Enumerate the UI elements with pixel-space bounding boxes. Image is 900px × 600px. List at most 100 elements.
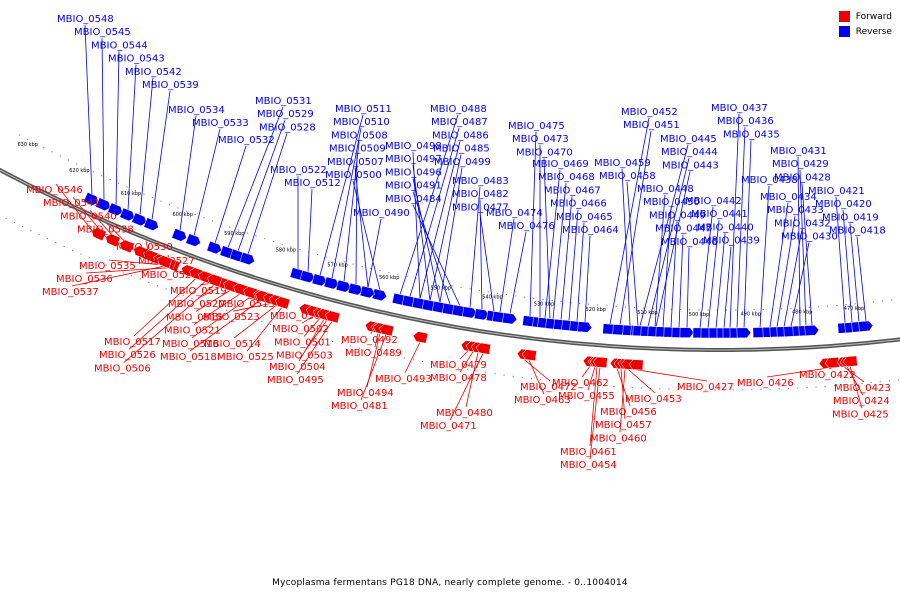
legend-reverse[interactable]: Reverse [838,24,892,39]
gene-arrow [157,255,173,269]
gene-arrow [858,320,874,333]
forward-gene-mbio-0481[interactable]: MBIO_0481 [331,323,395,412]
reverse-gene-mbio-0490[interactable]: MBIO_0490 [353,208,410,299]
gene-arrow [119,207,135,222]
gene-label: MBIO_0546 [26,185,83,196]
reverse-gene-mbio-0544[interactable]: MBIO_0544 [91,40,148,217]
reverse-gene-mbio-0511[interactable]: MBIO_0511 [311,104,392,287]
reverse-gene-mbio-0548[interactable]: MBIO_0548 [57,14,114,207]
reverse-gene-mbio-0509[interactable]: MBIO_0509 [329,144,386,297]
gene-label: MBIO_0530 [116,242,173,253]
legend-forward-label: Forward [855,11,892,22]
forward-gene-mbio-0454[interactable]: MBIO_0454 [560,356,617,472]
reverse-gene-mbio-0428[interactable]: MBIO_0428 [774,172,831,336]
gene-label: MBIO_0524 [141,270,198,281]
reverse-gene-mbio-0542[interactable]: MBIO_0542 [125,67,182,228]
reverse-gene-mbio-0496[interactable]: MBIO_0496 [385,167,448,314]
gene-label: MBIO_0539 [142,80,199,91]
reverse-gene-mbio-0500[interactable]: MBIO_0500 [325,170,388,302]
reverse-gene-mbio-0545[interactable]: MBIO_0545 [74,27,131,212]
reverse-swatch [838,26,850,37]
reverse-gene-mbio-0510[interactable]: MBIO_0510 [323,117,390,290]
reverse-gene-mbio-0482[interactable]: MBIO_0482 [452,189,509,321]
reverse-gene-mbio-0446[interactable]: MBIO_0446 [661,237,718,338]
gene-label: MBIO_0447 [655,224,712,235]
gene-label: MBIO_0490 [353,208,410,219]
reverse-gene-mbio-0534[interactable]: MBIO_0534 [168,105,225,243]
gene-label: MBIO_0482 [452,189,509,200]
gene-label: MBIO_0488 [430,104,487,115]
forward-gene-mbio-0424[interactable]: MBIO_0424 [833,355,890,407]
gene-label: MBIO_0426 [737,378,794,389]
forward-gene-layer: MBIO_0546 MBIO_0541 MBIO_0540 MBIO_0538 MBIO… [26,183,891,472]
reverse-gene-mbio-0508[interactable]: MBIO_0508 [331,130,388,293]
reverse-gene-mbio-0539[interactable]: MBIO_0539 [142,80,199,232]
gene-label: MBIO_0531 [255,96,312,107]
gene-label: MBIO_0459 [594,158,651,169]
gene-label: MBIO_0489 [345,348,402,359]
gene-arrow [371,288,388,302]
scale-tick-label: 530 kbp [534,302,554,308]
forward-gene-mbio-0422[interactable]: MBIO_0422 [799,357,856,381]
gene-label: MBIO_0509 [329,144,386,155]
reverse-gene-mbio-0476[interactable]: MBIO_0476 [498,221,555,325]
gene-label: MBIO_0473 [512,134,569,145]
gene-label: MBIO_0438 [741,175,798,186]
gene-label: MBIO_0430 [781,232,838,243]
reverse-gene-mbio-0464[interactable]: MBIO_0464 [562,225,619,333]
reverse-gene-mbio-0418[interactable]: MBIO_0418 [829,226,886,333]
gene-arrow [502,312,518,325]
forward-gene-mbio-0506[interactable]: MBIO_0506 [94,273,223,375]
forward-gene-mbio-0425[interactable]: MBIO_0425 [832,355,889,421]
legend: Forward Reverse [838,9,892,39]
forward-gene-mbio-0495[interactable]: MBIO_0495 [267,310,341,386]
gene-label: MBIO_0442 [685,196,742,207]
gene-label: MBIO_0499 [434,157,491,168]
gene-arrow [592,356,608,369]
reverse-gene-mbio-0435[interactable]: MBIO_0435 [723,129,780,339]
gene-label: MBIO_0474 [486,208,543,219]
gene-label: MBIO_0495 [267,375,324,386]
gene-arrow [359,285,376,299]
gene-label: MBIO_0418 [829,226,886,237]
reverse-gene-mbio-0533[interactable]: MBIO_0533 [185,118,249,248]
genome-axis-layer [0,134,900,391]
gene-arrow [206,240,222,255]
gene-arrow [628,359,644,371]
gene-arrow [679,327,695,338]
scale-tick-label: 580 kbp [276,248,296,254]
reverse-gene-mbio-0483[interactable]: MBIO_0483 [452,176,509,319]
scale-tick-label: 630 kbp [18,142,38,148]
scale-tick-label: 560 kbp [379,275,399,281]
gene-label: MBIO_0486 [432,130,489,141]
forward-gene-mbio-0525[interactable]: MBIO_0525 [217,296,291,364]
reverse-gene-mbio-0512[interactable]: MBIO_0512 [284,178,341,284]
gene-label: MBIO_0467 [544,185,601,196]
forward-gene-mbio-0541[interactable]: MBIO_0541 [43,196,121,248]
gene-label: MBIO_0428 [774,172,831,183]
forward-gene-mbio-0537[interactable]: MBIO_0537 [42,254,173,298]
legend-forward[interactable]: Forward [838,9,892,24]
forward-gene-mbio-0546[interactable]: MBIO_0546 [26,183,107,242]
forward-gene-mbio-0540[interactable]: MBIO_0540 [60,210,135,254]
forward-gene-mbio-0493[interactable]: MBIO_0493 [375,331,432,385]
gene-label: MBIO_0497 [385,154,442,165]
gene-label: MBIO_0436 [717,116,774,127]
gene-label: MBIO_0462 [552,378,609,389]
gene-arrow [475,342,491,355]
forward-gene-mbio-0427[interactable]: MBIO_0427 [628,359,734,393]
reverse-gene-mbio-0532[interactable]: MBIO_0532 [206,135,275,255]
gene-label: MBIO_0508 [331,130,388,141]
reverse-gene-mbio-0543[interactable]: MBIO_0543 [108,54,165,223]
reverse-gene-mbio-0528[interactable]: MBIO_0528 [239,122,316,266]
gene-label: MBIO_0456 [600,407,657,418]
forward-gene-mbio-0463[interactable]: MBIO_0463 [514,349,571,406]
gene-label: MBIO_0548 [57,14,114,25]
gene-label: MBIO_0469 [532,159,589,170]
forward-gene-mbio-0471[interactable]: MBIO_0471 [420,342,491,432]
gene-label: MBIO_0439 [703,236,760,247]
gene-label: MBIO_0443 [662,160,719,171]
genome-caption: Mycoplasma fermentans PG18 DNA, nearly c… [272,578,628,588]
gene-label: MBIO_0484 [385,194,442,205]
gene-label: MBIO_0481 [331,401,388,412]
